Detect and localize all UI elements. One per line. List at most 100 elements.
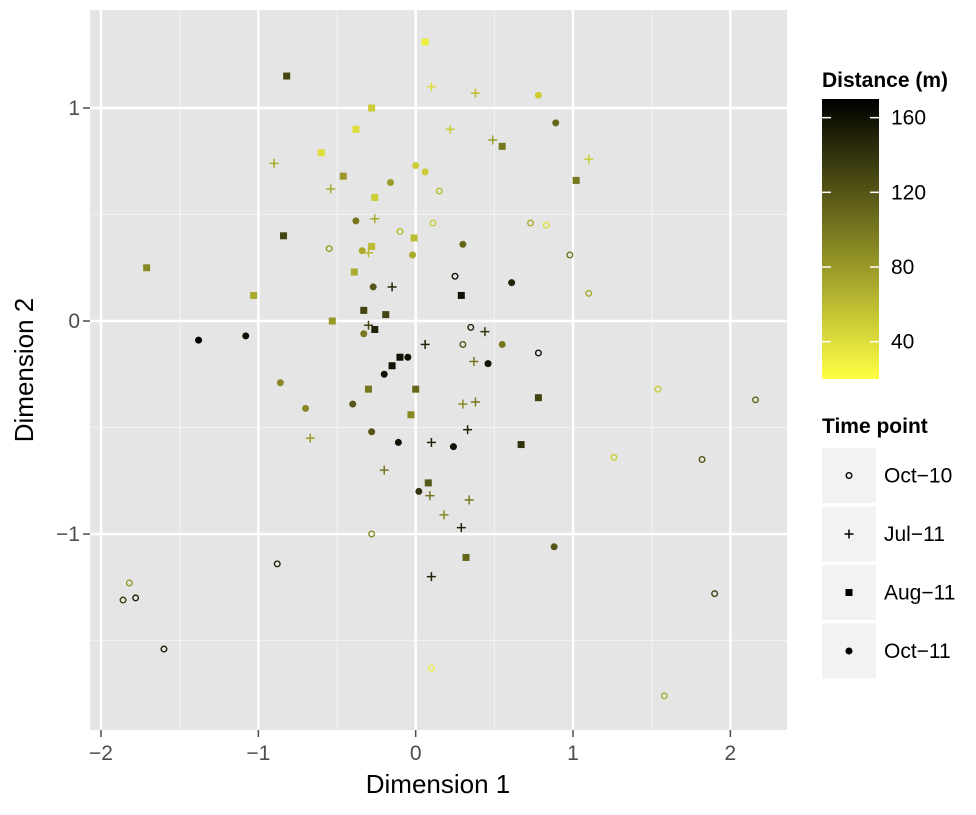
data-point: [435, 187, 443, 195]
data-point: [426, 82, 436, 92]
data-point: [328, 317, 336, 325]
data-point: [459, 340, 467, 348]
data-point: [550, 543, 558, 551]
data-point: [467, 323, 475, 331]
data-point: [451, 272, 459, 280]
data-point: [424, 479, 432, 487]
data-point: [572, 176, 580, 184]
shape-legend: Time point Oct−10 Jul−11 Aug−11 Oct−11: [822, 415, 955, 679]
y-axis-title: Dimension 2: [9, 298, 39, 443]
color-tick-label: 80: [891, 256, 914, 279]
data-point: [426, 572, 436, 582]
data-point: [132, 594, 140, 602]
data-point: [498, 142, 506, 150]
data-point: [459, 240, 467, 248]
data-point: [462, 553, 470, 561]
x-tick-label: −2: [89, 742, 113, 765]
data-point: [470, 397, 480, 407]
data-point: [349, 400, 357, 408]
data-point: [552, 119, 560, 127]
plot-panel: [90, 10, 787, 730]
data-point: [370, 214, 380, 224]
data-point: [420, 339, 430, 349]
data-point: [409, 251, 417, 259]
data-point: [276, 379, 284, 387]
color-tick-label: 40: [891, 331, 914, 354]
data-point: [368, 428, 376, 436]
data-point: [527, 219, 535, 227]
data-point: [273, 560, 281, 568]
data-point: [305, 433, 315, 443]
data-point: [368, 104, 376, 112]
data-point: [458, 399, 468, 409]
data-point: [427, 664, 435, 672]
data-point: [439, 510, 449, 520]
x-tick-label: −1: [246, 742, 270, 765]
legend-key-box: [822, 448, 876, 503]
color-tick-label: 160: [891, 107, 926, 130]
data-point: [425, 491, 435, 501]
data-point: [534, 394, 542, 402]
minor-gridlines: [90, 10, 787, 730]
data-point: [143, 264, 151, 272]
data-point: [371, 193, 379, 201]
data-point: [412, 162, 420, 170]
data-point: [470, 88, 480, 98]
data-point: [387, 179, 395, 187]
data-point: [488, 135, 498, 145]
data-point: [369, 283, 377, 291]
y-tick-label: −1: [56, 523, 80, 546]
data-point: [457, 291, 465, 299]
color-legend: Distance (m) 40 80 120 160: [822, 69, 948, 379]
data-point: [364, 385, 372, 393]
data-point: [242, 332, 250, 340]
data-point: [371, 326, 379, 334]
color-tick-label: 120: [891, 181, 926, 204]
data-point: [517, 441, 525, 449]
data-point: [407, 411, 415, 419]
data-point: [380, 370, 388, 378]
data-point: [484, 360, 492, 368]
data-point: [350, 268, 358, 276]
data-point: [449, 443, 457, 451]
data-point: [382, 311, 390, 319]
data-point: [534, 349, 542, 357]
data-point: [654, 385, 662, 393]
data-point: [269, 158, 279, 168]
data-point: [566, 251, 574, 259]
data-point: [410, 234, 418, 242]
data-point: [339, 172, 347, 180]
data-point: [421, 168, 429, 176]
data-point: [711, 590, 719, 598]
color-legend-title: Distance (m): [822, 69, 948, 92]
x-tick-label: 0: [410, 742, 422, 765]
data-point: [352, 217, 360, 225]
data-point: [480, 327, 490, 337]
data-point: [360, 306, 368, 314]
data-point: [534, 91, 542, 99]
y-tick-label: 0: [68, 310, 80, 333]
data-point: [125, 579, 133, 587]
data-point: [421, 38, 429, 46]
data-point: [426, 437, 436, 447]
data-point: [610, 453, 618, 461]
data-points: [119, 38, 760, 700]
data-point: [508, 279, 516, 287]
y-tick-label: 1: [68, 97, 80, 120]
legend-key-label: Aug−11: [884, 582, 955, 605]
data-point: [283, 72, 291, 80]
data-point: [752, 396, 760, 404]
data-point: [280, 232, 288, 240]
data-point: [698, 455, 706, 463]
data-point: [368, 242, 376, 250]
x-axis: −2 −1 0 1 2: [89, 730, 736, 765]
legend-key-symbol: [844, 529, 854, 539]
data-point: [469, 356, 479, 366]
data-point: [394, 438, 402, 446]
data-point: [302, 404, 310, 412]
data-point: [585, 289, 593, 297]
data-point: [396, 353, 404, 361]
shape-legend-title: Time point: [822, 415, 928, 438]
data-point: [396, 228, 404, 236]
data-point: [368, 530, 376, 538]
